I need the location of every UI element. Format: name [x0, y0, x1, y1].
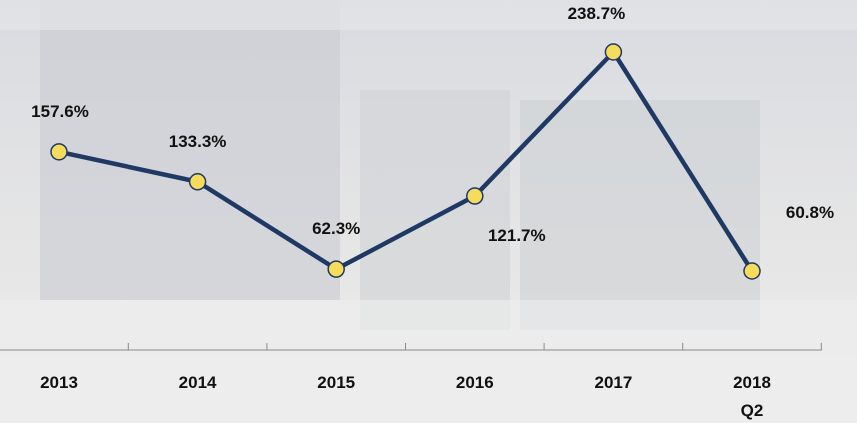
x-tick-label: 2017	[594, 373, 632, 392]
data-label: 60.8%	[786, 203, 834, 222]
x-tick-label: 2016	[456, 373, 494, 392]
chart: 201320142015201620172018Q2157.6%133.3%62…	[0, 0, 857, 423]
x-tick-label: 2013	[40, 373, 78, 392]
data-label: 62.3%	[312, 219, 360, 238]
marker	[51, 144, 67, 160]
data-label: 157.6%	[31, 102, 89, 121]
marker	[467, 188, 483, 204]
marker	[190, 174, 206, 190]
data-label: 121.7%	[488, 226, 546, 245]
data-label: 238.7%	[568, 4, 626, 23]
marker	[328, 261, 344, 277]
x-tick-label: 2014	[179, 373, 217, 392]
background-photo	[0, 0, 857, 423]
data-label: 133.3%	[169, 132, 227, 151]
x-tick-label: 2015	[317, 373, 355, 392]
marker	[744, 263, 760, 279]
marker	[605, 44, 621, 60]
